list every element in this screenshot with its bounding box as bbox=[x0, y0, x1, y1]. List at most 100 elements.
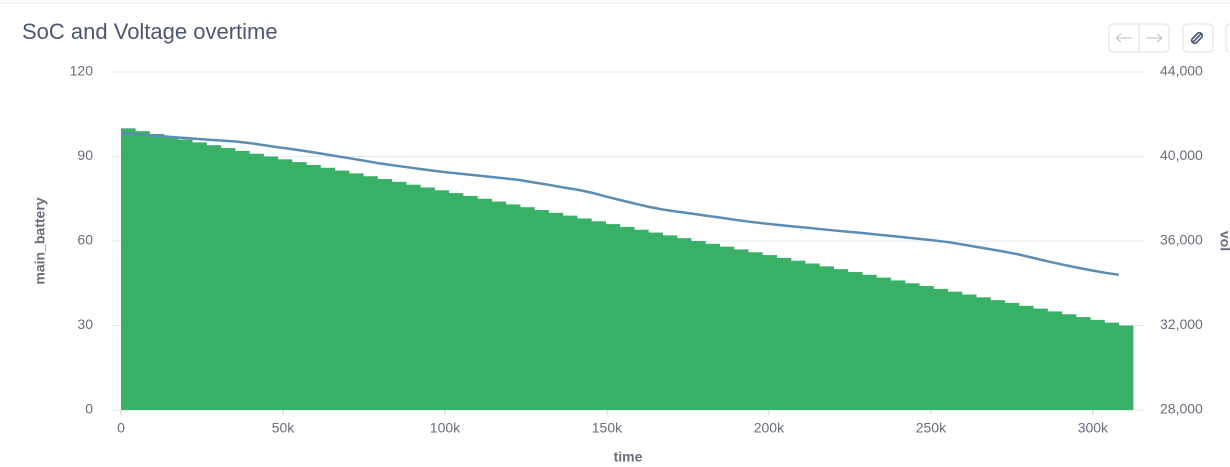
bar bbox=[876, 277, 892, 410]
bar bbox=[691, 241, 706, 410]
x-tick-label: 300k bbox=[1078, 420, 1109, 436]
y2-axis-label: vol bbox=[1217, 231, 1230, 251]
bar bbox=[1090, 319, 1105, 410]
bar bbox=[534, 210, 549, 410]
bar bbox=[463, 195, 478, 410]
bar bbox=[1047, 311, 1063, 410]
bar bbox=[591, 221, 606, 410]
y2-tick-label: 32,000 bbox=[1160, 316, 1203, 332]
bar bbox=[420, 187, 435, 410]
bar bbox=[135, 131, 150, 410]
bar bbox=[819, 266, 835, 410]
bar bbox=[505, 204, 521, 410]
bar bbox=[377, 179, 393, 410]
bar bbox=[833, 269, 849, 410]
x-tick-label: 0 bbox=[117, 420, 125, 436]
bar bbox=[220, 148, 236, 411]
bar bbox=[206, 145, 222, 410]
bar bbox=[733, 249, 749, 410]
bar bbox=[947, 291, 963, 410]
bar bbox=[235, 150, 250, 410]
bar bbox=[477, 198, 492, 410]
bar bbox=[520, 207, 535, 410]
link-icon[interactable] bbox=[1190, 31, 1204, 45]
bar bbox=[491, 201, 507, 410]
bar bbox=[349, 173, 364, 410]
bar bbox=[919, 286, 934, 410]
next-arrow[interactable] bbox=[1146, 33, 1163, 43]
bar bbox=[1061, 314, 1077, 410]
y-tick-label: 90 bbox=[77, 147, 93, 163]
bar bbox=[263, 156, 279, 410]
bar bbox=[121, 128, 136, 411]
bar bbox=[962, 294, 977, 410]
bar bbox=[776, 257, 792, 410]
x-axis-label: time bbox=[614, 449, 643, 465]
bar bbox=[904, 283, 920, 410]
bar bbox=[990, 300, 1006, 410]
x-tick-label: 150k bbox=[592, 420, 623, 436]
y2-tick-label: 28,000 bbox=[1160, 401, 1203, 417]
bar bbox=[1076, 317, 1091, 410]
bar bbox=[648, 232, 663, 410]
bar bbox=[976, 297, 991, 410]
x-tick-label: 100k bbox=[430, 420, 461, 436]
bar bbox=[548, 212, 564, 410]
bar bbox=[306, 164, 321, 410]
bar bbox=[277, 159, 293, 410]
y-axis-label: main_battery bbox=[32, 197, 48, 284]
soc-bars bbox=[121, 128, 1134, 411]
bar bbox=[762, 255, 777, 410]
bar bbox=[292, 162, 307, 410]
bar bbox=[192, 142, 207, 410]
bar bbox=[862, 274, 877, 410]
bar bbox=[1118, 325, 1134, 410]
nav-buttons[interactable] bbox=[1108, 23, 1170, 53]
bar bbox=[163, 136, 179, 411]
x-tick-label: 200k bbox=[754, 420, 785, 436]
bar bbox=[391, 181, 407, 410]
bar bbox=[363, 176, 378, 410]
bar bbox=[719, 246, 735, 410]
y-tick-label: 30 bbox=[77, 316, 93, 332]
bar bbox=[149, 133, 165, 410]
x-tick-label: 50k bbox=[272, 420, 296, 436]
bar bbox=[662, 235, 678, 410]
bar bbox=[406, 184, 421, 410]
bar bbox=[1104, 322, 1120, 410]
bar bbox=[890, 280, 906, 410]
bar bbox=[448, 193, 464, 410]
bar bbox=[562, 215, 578, 410]
bar bbox=[1033, 308, 1048, 410]
bar bbox=[805, 263, 820, 410]
y-tick-label: 120 bbox=[70, 63, 94, 79]
bar bbox=[705, 243, 720, 410]
y-tick-label: 0 bbox=[85, 401, 93, 417]
more-button[interactable] bbox=[1225, 23, 1230, 53]
y2-tick-label: 36,000 bbox=[1160, 232, 1203, 248]
prev-arrow[interactable] bbox=[1115, 33, 1132, 43]
bar bbox=[434, 190, 450, 410]
bar bbox=[748, 252, 763, 410]
bar bbox=[249, 153, 264, 410]
bar bbox=[790, 260, 806, 410]
bar bbox=[634, 229, 649, 410]
bar bbox=[847, 271, 863, 410]
bar bbox=[577, 218, 592, 410]
y2-tick-label: 40,000 bbox=[1160, 147, 1203, 163]
bar bbox=[933, 288, 949, 410]
bar bbox=[178, 139, 193, 410]
voltage-line bbox=[120, 132, 1119, 277]
x-tick-label: 250k bbox=[916, 420, 947, 436]
bar bbox=[1004, 302, 1020, 410]
bar bbox=[1019, 305, 1034, 410]
bar bbox=[676, 238, 692, 410]
bar bbox=[619, 226, 635, 410]
y2-tick-label: 44,000 bbox=[1160, 63, 1203, 79]
bar bbox=[605, 224, 621, 410]
y-tick-label: 60 bbox=[77, 232, 93, 248]
bar bbox=[320, 167, 336, 410]
bar bbox=[334, 170, 350, 410]
chart-title: SoC and Voltage overtime bbox=[22, 19, 278, 44]
